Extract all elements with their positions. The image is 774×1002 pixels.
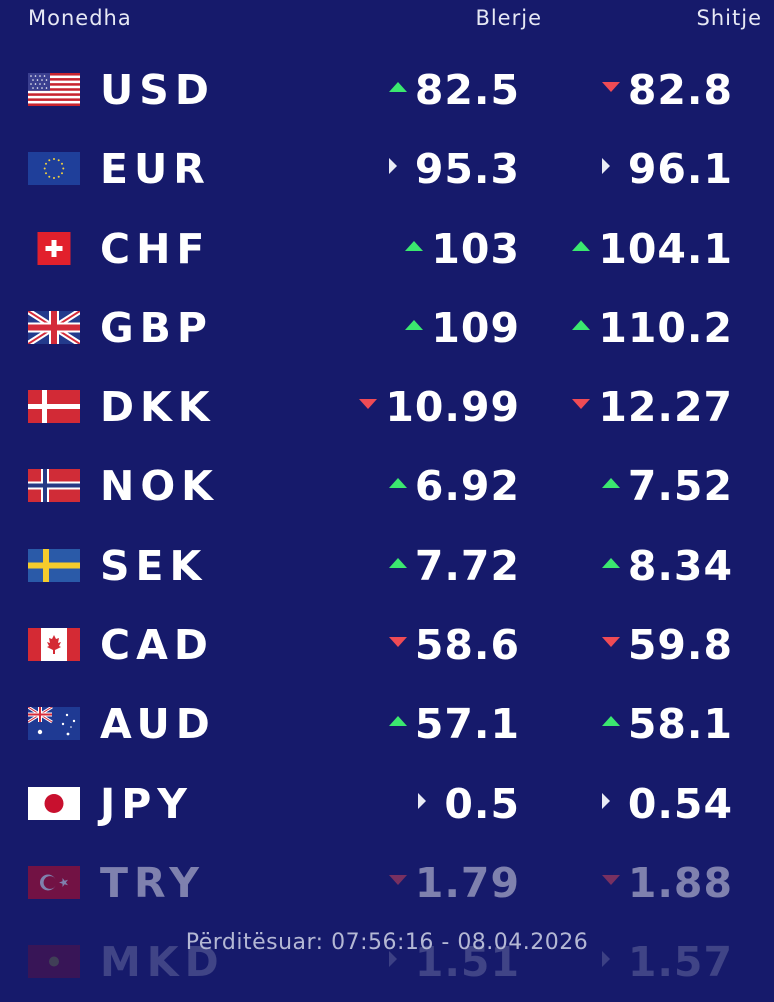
trend-up-icon <box>388 716 407 727</box>
currency-row[interactable]: AUD 57.1 58.1 <box>0 684 774 763</box>
currency-code: GBP <box>100 303 213 352</box>
currency-row[interactable]: JPY 0.5 0.54 <box>0 764 774 843</box>
trend-up-icon <box>601 557 620 568</box>
sell-rate: 58.1 <box>601 696 733 752</box>
sell-rate: 110.2 <box>572 300 733 356</box>
trend-up-icon <box>388 478 407 489</box>
trend-down-icon <box>388 637 407 648</box>
sell-rate: 0.54 <box>601 776 733 832</box>
buy-rate: 103 <box>405 221 520 277</box>
sell-rate: 12.27 <box>572 379 733 435</box>
currency-code: JPY <box>100 779 193 828</box>
buy-rate: 6.92 <box>388 458 520 514</box>
currency-row[interactable]: USD 82.5 82.8 <box>0 50 774 129</box>
sell-rate: 96.1 <box>601 141 733 197</box>
trend-up-icon <box>601 716 620 727</box>
trend-down-icon <box>601 82 620 92</box>
currency-code: CAD <box>100 621 214 670</box>
trend-flat-icon <box>601 792 610 809</box>
currency-code: CHF <box>100 224 211 273</box>
trend-up-icon <box>572 240 591 251</box>
us-flag-icon <box>28 73 80 106</box>
buy-rate: 7.72 <box>388 538 520 594</box>
trend-flat-icon <box>418 792 427 809</box>
buy-rate: 0.5 <box>418 776 520 832</box>
trend-up-icon <box>601 478 620 489</box>
currency-code: EUR <box>100 145 211 194</box>
buy-rate: 10.99 <box>359 379 520 435</box>
trend-up-icon <box>405 240 424 251</box>
buy-rate: 109 <box>405 300 520 356</box>
currency-code: AUD <box>100 700 216 749</box>
currency-code: NOK <box>100 462 219 511</box>
currency-row[interactable]: NOK 6.92 7.52 <box>0 446 774 525</box>
last-updated-text: Përditësuar: 07:56:16 - 08.04.2026 <box>185 930 589 955</box>
currency-code: SEK <box>100 541 208 590</box>
buy-column-header: Blerje <box>475 6 542 30</box>
table-header: Monedha Blerje Shitje <box>0 0 774 40</box>
trend-down-icon <box>572 399 591 410</box>
currency-column-header: Monedha <box>28 6 132 30</box>
currency-code: USD <box>100 66 215 114</box>
trend-flat-icon <box>388 951 397 968</box>
trend-down-icon <box>388 874 407 885</box>
trend-up-icon <box>405 319 424 330</box>
buy-rate: 95.3 <box>388 141 520 197</box>
trend-up-icon <box>572 319 591 330</box>
currency-row[interactable]: DKK 10.99 12.27 <box>0 367 774 446</box>
buy-rate: 1.79 <box>388 855 520 911</box>
trend-flat-icon <box>601 158 610 175</box>
eu-flag-icon <box>28 152 80 186</box>
buy-rate: 58.6 <box>388 617 520 673</box>
ca-flag-icon <box>28 628 80 662</box>
currency-row[interactable]: CAD 58.6 59.8 <box>0 605 774 684</box>
trend-up-icon <box>388 82 407 92</box>
buy-rate: 82.5 <box>388 62 520 118</box>
currency-code: DKK <box>100 383 216 432</box>
sell-rate: 59.8 <box>601 617 733 673</box>
se-flag-icon <box>28 548 80 582</box>
sell-column-header: Shitje <box>696 6 762 30</box>
currency-row[interactable]: SEK 7.72 8.34 <box>0 526 774 605</box>
gb-flag-icon <box>28 310 80 344</box>
currency-row[interactable]: CHF 103 104.1 <box>0 209 774 288</box>
rates-list[interactable]: USD 82.5 82.8 EUR 95.3 96.1 <box>0 50 774 1002</box>
trend-flat-icon <box>388 158 397 175</box>
trend-down-icon <box>601 637 620 648</box>
no-flag-icon <box>28 469 80 503</box>
trend-flat-icon <box>601 951 610 968</box>
currency-row[interactable]: EUR 95.3 96.1 <box>0 129 774 208</box>
ch-flag-icon <box>28 231 80 265</box>
sell-rate: 8.34 <box>601 538 733 594</box>
trend-down-icon <box>359 399 378 410</box>
currency-code: TRY <box>100 858 205 907</box>
sell-rate: 1.88 <box>601 855 733 911</box>
sell-rate: 104.1 <box>572 221 733 277</box>
trend-down-icon <box>601 874 620 885</box>
trend-up-icon <box>388 557 407 568</box>
tr-flag-icon <box>28 865 80 899</box>
sell-rate: 82.8 <box>601 62 733 118</box>
dk-flag-icon <box>28 390 80 424</box>
jp-flag-icon <box>28 786 80 820</box>
currency-row[interactable]: TRY 1.79 1.88 <box>0 843 774 922</box>
currency-row[interactable]: GBP 109 110.2 <box>0 288 774 367</box>
au-flag-icon <box>28 707 80 741</box>
buy-rate: 57.1 <box>388 696 520 752</box>
sell-rate: 7.52 <box>601 458 733 514</box>
